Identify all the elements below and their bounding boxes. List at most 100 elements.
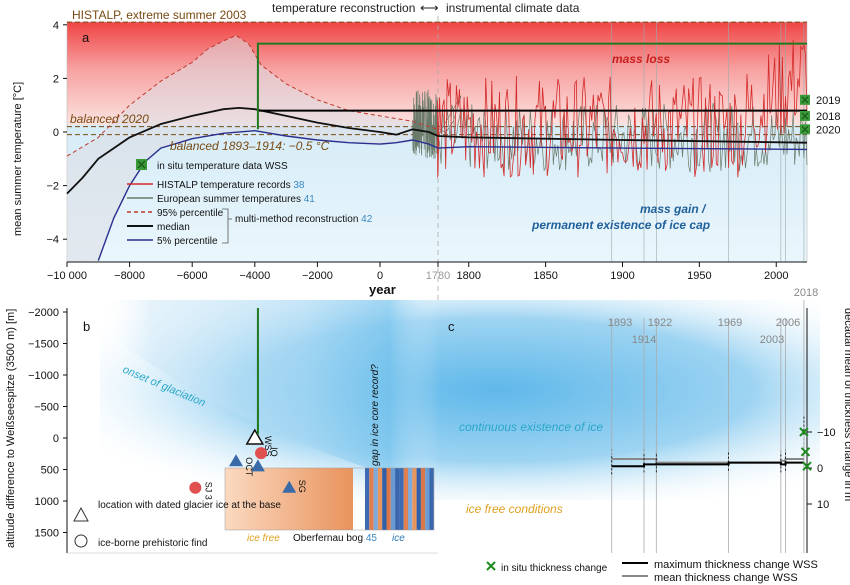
- legend-median-label: median: [157, 222, 190, 233]
- panel-a-envelope: [67, 35, 438, 262]
- y-tick-label-a: −2: [46, 181, 59, 193]
- in-situ-thickness-x-icon-2019: [800, 447, 811, 457]
- y-tick-label-b: −1000: [28, 370, 59, 382]
- ref-line-label-2003: HISTALP, extreme summer 2003: [72, 8, 247, 22]
- y-tick-label-a: 0: [53, 127, 59, 139]
- annotation-ice-free: ice free conditions: [466, 502, 563, 516]
- bog-stripe: [416, 468, 421, 530]
- bog-frame: [224, 467, 435, 531]
- x-tick-label: 1900: [610, 270, 634, 282]
- bog-ice-free-section: [225, 468, 353, 530]
- bog-stripe: [377, 468, 383, 530]
- panel-a-axes: −4 −2 0 2 4 −10 000 −8000 −6000 −4000 −2000 0 1780 1…: [46, 20, 807, 282]
- panel-label-b: b: [83, 319, 90, 334]
- bog-stripe: [365, 468, 370, 530]
- ref-line-label-1893: balanced 1893–1914: −0.5 °C: [170, 139, 330, 153]
- wss-green-line: [256, 42, 807, 130]
- annotation-permanent-ice: permanent existence of ice cap: [531, 218, 710, 232]
- x-tick-label: −10 000: [47, 270, 87, 282]
- in-situ-label-2018: 2018: [816, 111, 840, 123]
- bog-stripe: [425, 468, 430, 530]
- y-tick-label-a: 4: [53, 20, 59, 32]
- bog-stripe: [408, 468, 413, 530]
- legend-bracket: [222, 208, 232, 244]
- y-tick-label-b: −1500: [28, 339, 59, 351]
- legend-circle-icon: [74, 534, 88, 548]
- x-tick-label: −4000: [239, 270, 270, 282]
- x-tick-label: 1850: [533, 270, 557, 282]
- year-label-c-1893: 1893: [608, 317, 632, 329]
- y-tick-label-c: −10: [817, 427, 836, 439]
- y-tick-label-b: −2000: [28, 307, 59, 319]
- y-tick-label-c: 10: [817, 499, 829, 511]
- in-situ-x-icon-2020: [801, 125, 809, 133]
- site-triangle-O: [229, 454, 244, 467]
- bog-stripe: [390, 468, 396, 530]
- y-tick-label-b: 500: [41, 465, 59, 477]
- bog-stripe: [420, 468, 426, 530]
- legend-insitu-thickness-label: in situ thickness change: [501, 563, 608, 574]
- x-axis-title: year: [369, 282, 396, 297]
- legend-histalp-label: HISTALP temperature records 38: [157, 180, 305, 191]
- x-tick-label: 1800: [457, 270, 481, 282]
- european-summer-series: [412, 89, 808, 173]
- year-label-c-2018: 2018: [794, 287, 818, 299]
- legend-insitu-thickness-x-icon: [486, 561, 496, 571]
- y-tick-label-b: 0: [53, 433, 59, 445]
- bog-stripe: [412, 468, 417, 530]
- legend-european-label: European summer temperatures 41: [157, 194, 315, 205]
- site-triangle-WSS: [245, 428, 265, 445]
- y-axis-title-a: mean summer temperature [°C]: [12, 82, 24, 236]
- header-left: temperature reconstruction: [272, 1, 415, 15]
- legend-circle-label: ice-borne prehistoric find: [98, 538, 208, 549]
- annotation-continuous-ice: continuous existence of ice: [459, 420, 603, 434]
- x-tick-label: 1950: [687, 270, 711, 282]
- bog-stripe: [429, 468, 434, 530]
- bog-ice-stripes: [365, 468, 434, 530]
- legend-b: location with dated glacier ice at the b…: [73, 500, 281, 549]
- bog-stripe: [403, 468, 408, 530]
- bog-stripe: [395, 468, 400, 530]
- envelope-area: [67, 35, 438, 262]
- bog-stripe: [386, 468, 391, 530]
- legend-max-thickness-label: maximum thickness change WSS: [654, 559, 818, 571]
- y-tick-label-b: 1000: [35, 496, 59, 508]
- bog-stripe: [369, 468, 374, 530]
- year-label-c-2006: 2006: [776, 317, 800, 329]
- site-label-CT: CT: [244, 464, 254, 476]
- bog-name-label: Oberfernau bog 45: [293, 533, 377, 544]
- site-circle-SJ 3: [189, 481, 202, 494]
- y-tick-label-c: 0: [817, 463, 823, 475]
- year-label-c-2003: 2003: [760, 334, 784, 346]
- in-situ-x-icon-2019: [801, 96, 809, 104]
- legend-a: in situ temperature data WSS HISTALP tem…: [127, 159, 373, 247]
- x-tick-label: 1780: [426, 270, 450, 282]
- site-label-O: O: [244, 457, 254, 464]
- x-tick-label: −8000: [114, 270, 145, 282]
- site-triangle-CT: [250, 459, 265, 472]
- legend-insitu-x-icon: [137, 160, 146, 169]
- panel-c-thickness-series: [611, 416, 812, 477]
- site-triangle-SG: [282, 480, 297, 493]
- bog-stripe: [382, 468, 387, 530]
- in-situ-label-2020: 2020: [816, 124, 840, 136]
- bog-stripe: [399, 468, 404, 530]
- legend-c: in situ thickness change maximum thickne…: [486, 559, 818, 584]
- y-axis-title-b: altitude difference to Weißseespitze (35…: [5, 309, 17, 548]
- legend-p95-label: 95% percentile: [157, 208, 224, 219]
- year-label-c-1922: 1922: [648, 317, 672, 329]
- bog-stripe: [373, 468, 378, 530]
- x-tick-label: −6000: [177, 270, 208, 282]
- site-label-SG: SG: [297, 480, 307, 493]
- legend-insitu-label: in situ temperature data WSS: [157, 161, 288, 172]
- header-right: instrumental climate data: [446, 1, 580, 15]
- site-label-SJ 3: SJ 3: [203, 482, 213, 500]
- panel-bc-axes: −2000 −1500 −1000 −500 0 500 1000 1500 −10 0 10: [28, 307, 836, 554]
- legend-mean-thickness-label: mean thickness change WSS: [654, 572, 798, 584]
- in-situ-thickness-x-icon-2020: [802, 461, 812, 471]
- legend-p5-label: 5% percentile: [157, 236, 218, 247]
- panel-label-c: c: [448, 319, 455, 334]
